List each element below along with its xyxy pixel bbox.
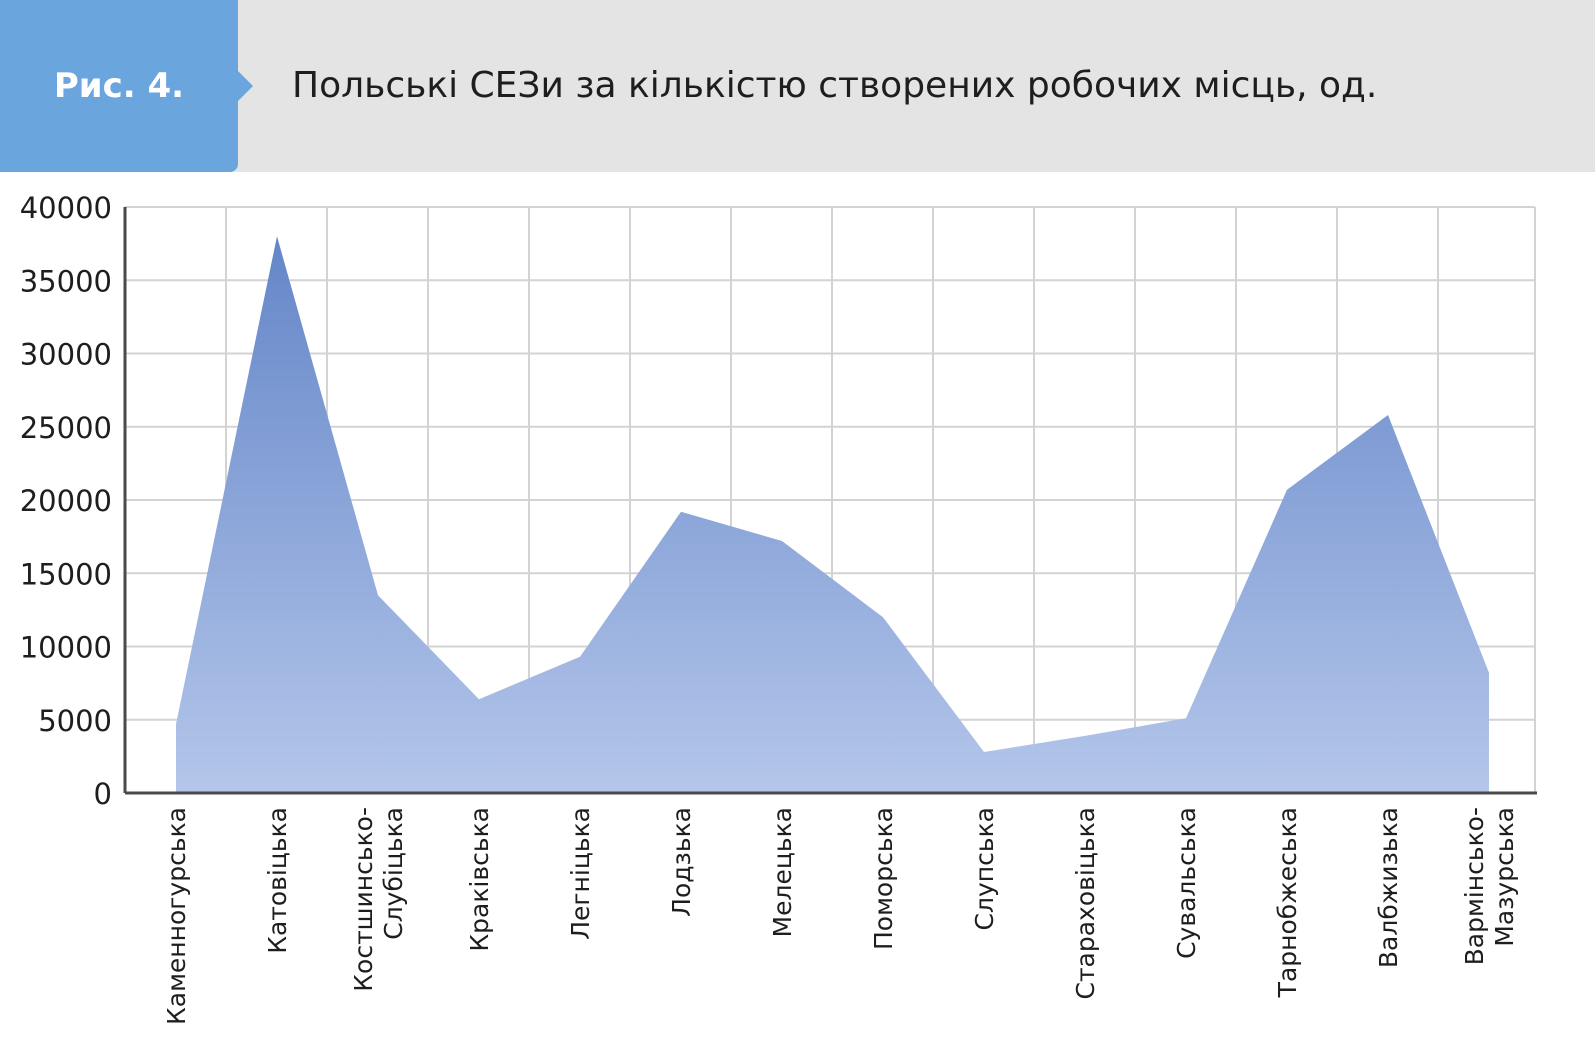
x-tick-label-line: Краківська — [465, 807, 494, 952]
x-tick-label: Краківська — [465, 807, 494, 952]
y-tick-label: 20000 — [20, 484, 112, 518]
x-tick-label: Костшинсько- Слубіцька — [349, 807, 408, 992]
x-tick-label-line: Костшинсько- — [349, 807, 378, 992]
y-tick-label: 35000 — [20, 264, 112, 298]
x-tick-label: Лодзька — [667, 807, 696, 917]
figure-header: Рис. 4. Польські СЕЗи за кількістю створ… — [0, 0, 1595, 172]
y-tick-label: 15000 — [20, 557, 112, 591]
x-tick-label-line: Мелецька — [768, 807, 797, 937]
badge-arrow — [237, 70, 253, 102]
x-tick-label-line: Стараховіцька — [1071, 807, 1100, 999]
x-tick-label-line: Поморська — [869, 807, 898, 950]
x-tick-label-line: Слубіцька — [379, 807, 408, 940]
y-tick-labels: 0 5000 10000 15000 20000 25000 30000 35000 40000 — [20, 191, 112, 811]
y-tick-label: 25000 — [20, 411, 112, 445]
x-tick-label-line: Тарнобжеська — [1273, 807, 1302, 998]
x-tick-label-line: Сувальська — [1172, 807, 1201, 959]
x-tick-label: Сувальська — [1172, 807, 1201, 959]
area-fill — [176, 236, 1489, 794]
y-tick-label: 40000 — [20, 191, 112, 225]
x-tick-label-line: Валбжизька — [1374, 807, 1403, 968]
x-tick-label-line: Вармінсько- — [1460, 807, 1489, 965]
x-tick-label: Тарнобжеська — [1273, 807, 1302, 998]
x-tick-label-line: Легніцька — [566, 807, 595, 940]
area-series — [176, 236, 1489, 794]
figure-badge — [0, 0, 238, 172]
x-tick-label-line: Лодзька — [667, 807, 696, 917]
x-tick-label-line: Мазурська — [1490, 807, 1519, 947]
x-tick-label-line: Каменногурська — [162, 807, 191, 1025]
x-tick-labels: Каменногурська Катовіцька Костшинсько- Слуб… — [162, 807, 1519, 1025]
figure-title: Польські СЕЗи за кількістю створених роб… — [292, 65, 1378, 106]
x-tick-label: Вармінсько- Мазурська — [1460, 807, 1519, 965]
x-tick-label: Каменногурська — [162, 807, 191, 1025]
y-tick-label: 5000 — [38, 704, 112, 738]
y-tick-label: 30000 — [20, 338, 112, 372]
area-chart: 0 5000 10000 15000 20000 25000 30000 35000 40000… — [20, 191, 1537, 1025]
x-tick-label: Поморська — [869, 807, 898, 950]
x-tick-label: Валбжизька — [1374, 807, 1403, 968]
x-tick-label: Слупська — [970, 807, 999, 930]
figure-label: Рис. 4. — [53, 66, 185, 106]
x-tick-label: Легніцька — [566, 807, 595, 940]
x-tick-label: Стараховіцька — [1071, 807, 1100, 999]
x-tick-label: Катовіцька — [263, 807, 292, 954]
x-tick-label-line: Катовіцька — [263, 807, 292, 954]
x-tick-label-line: Слупська — [970, 807, 999, 930]
x-tick-label: Мелецька — [768, 807, 797, 937]
y-tick-label: 10000 — [20, 631, 112, 665]
y-tick-label: 0 — [94, 777, 112, 811]
axes — [123, 207, 1537, 795]
